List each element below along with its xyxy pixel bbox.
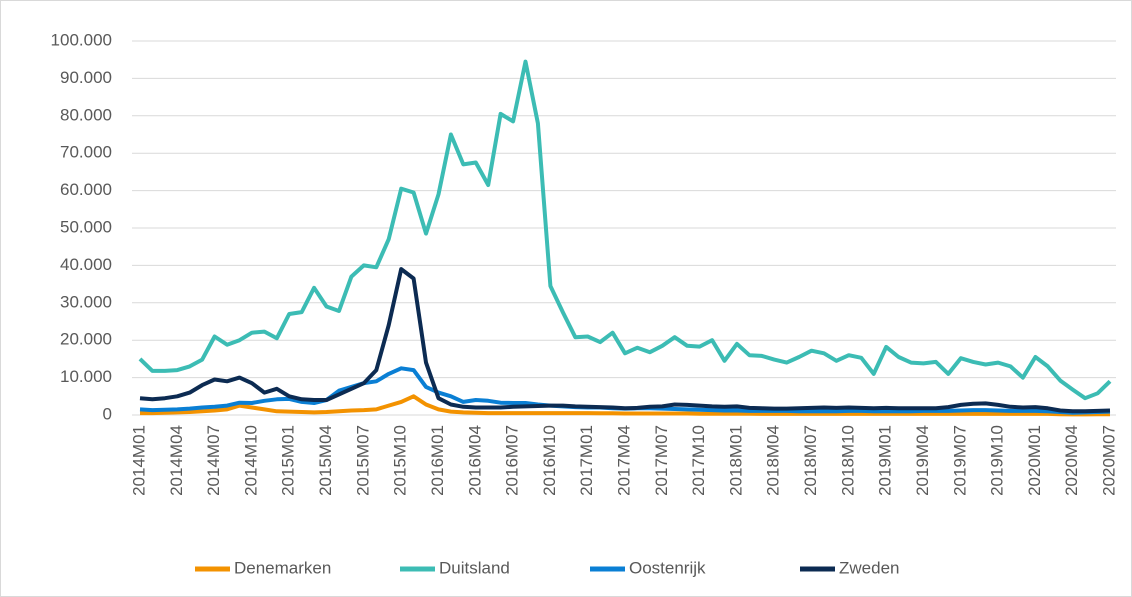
x-tick-label: 2017M10 [689,425,708,496]
x-tick-label: 2014M01 [129,425,148,496]
y-tick-label: 90.000 [60,68,112,87]
x-tick-label: 2020M07 [1099,425,1118,496]
legend-label: Oostenrijk [629,558,706,577]
x-tick-label: 2018M01 [726,425,745,496]
legend-label: Denemarken [234,558,331,577]
x-tick-label: 2017M07 [652,425,671,496]
x-tick-label: 2017M04 [614,425,633,496]
y-tick-label: 20.000 [60,330,112,349]
x-tick-label: 2016M07 [503,425,522,496]
x-tick-label: 2016M01 [428,425,447,496]
x-tick-label: 2019M10 [988,425,1007,496]
x-tick-label: 2017M01 [577,425,596,496]
x-tick-label: 2016M04 [465,425,484,496]
x-tick-label: 2014M04 [167,425,186,496]
x-tick-label: 2019M01 [876,425,895,496]
x-tick-label: 2015M04 [316,425,335,496]
y-tick-label: 60.000 [60,180,112,199]
x-tick-label: 2015M01 [279,425,298,496]
x-tick-label: 2018M10 [838,425,857,496]
y-tick-label: 80.000 [60,105,112,124]
x-tick-label: 2019M07 [950,425,969,496]
series-line [139,267,1111,414]
x-tick-label: 2018M07 [801,425,820,496]
x-tick-label: 2020M04 [1062,425,1081,496]
x-tick-label: 2014M07 [204,425,223,496]
x-tick-label: 2019M04 [913,425,932,496]
y-tick-label: 0 [103,404,112,423]
x-tick-label: 2015M10 [391,425,410,496]
x-tick-label: 2016M10 [540,425,559,496]
x-tick-label: 2018M04 [764,425,783,496]
y-tick-label: 70.000 [60,143,112,162]
y-tick-label: 30.000 [60,292,112,311]
x-tick-label: 2014M10 [241,425,260,496]
series-line [138,59,1112,401]
y-tick-label: 10.000 [60,367,112,386]
y-tick-label: 40.000 [60,255,112,274]
y-tick-label: 100.000 [51,30,112,49]
legend-label: Duitsland [439,558,510,577]
legend-label: Zweden [839,558,899,577]
y-tick-label: 50.000 [60,217,112,236]
x-tick-label: 2015M07 [353,425,372,496]
series-line [140,394,1110,417]
x-tick-label: 2020M01 [1025,425,1044,496]
